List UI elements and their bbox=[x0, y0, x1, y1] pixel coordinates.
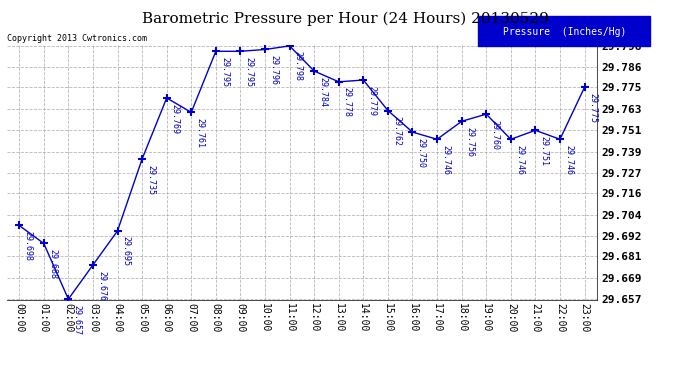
Text: 29.746: 29.746 bbox=[564, 145, 573, 175]
Text: 29.751: 29.751 bbox=[540, 136, 549, 166]
FancyBboxPatch shape bbox=[478, 16, 650, 46]
Text: 29.798: 29.798 bbox=[294, 51, 303, 81]
Text: Barometric Pressure per Hour (24 Hours) 20130529: Barometric Pressure per Hour (24 Hours) … bbox=[141, 11, 549, 26]
Text: 29.778: 29.778 bbox=[343, 87, 352, 117]
Text: 29.795: 29.795 bbox=[220, 57, 229, 87]
Text: Copyright 2013 Cwtronics.com: Copyright 2013 Cwtronics.com bbox=[7, 34, 147, 43]
Text: 29.769: 29.769 bbox=[171, 104, 180, 134]
Text: 29.775: 29.775 bbox=[589, 93, 598, 123]
Text: 29.746: 29.746 bbox=[441, 145, 451, 175]
Text: 29.746: 29.746 bbox=[515, 145, 524, 175]
Text: 29.796: 29.796 bbox=[269, 55, 278, 85]
Text: 29.762: 29.762 bbox=[392, 116, 401, 146]
Text: 29.698: 29.698 bbox=[23, 231, 32, 261]
Text: 29.795: 29.795 bbox=[244, 57, 254, 87]
Text: 29.784: 29.784 bbox=[318, 76, 327, 106]
Text: 29.750: 29.750 bbox=[417, 138, 426, 168]
Text: 29.695: 29.695 bbox=[121, 236, 130, 266]
Text: 29.761: 29.761 bbox=[195, 118, 204, 148]
Text: 29.688: 29.688 bbox=[48, 249, 57, 279]
Text: 29.735: 29.735 bbox=[146, 165, 155, 195]
Text: 29.657: 29.657 bbox=[72, 304, 81, 334]
Text: Pressure  (Inches/Hg): Pressure (Inches/Hg) bbox=[503, 27, 626, 37]
Text: 29.756: 29.756 bbox=[466, 127, 475, 157]
Text: 29.676: 29.676 bbox=[97, 270, 106, 300]
Text: 29.779: 29.779 bbox=[368, 86, 377, 116]
Text: 29.760: 29.760 bbox=[491, 120, 500, 150]
